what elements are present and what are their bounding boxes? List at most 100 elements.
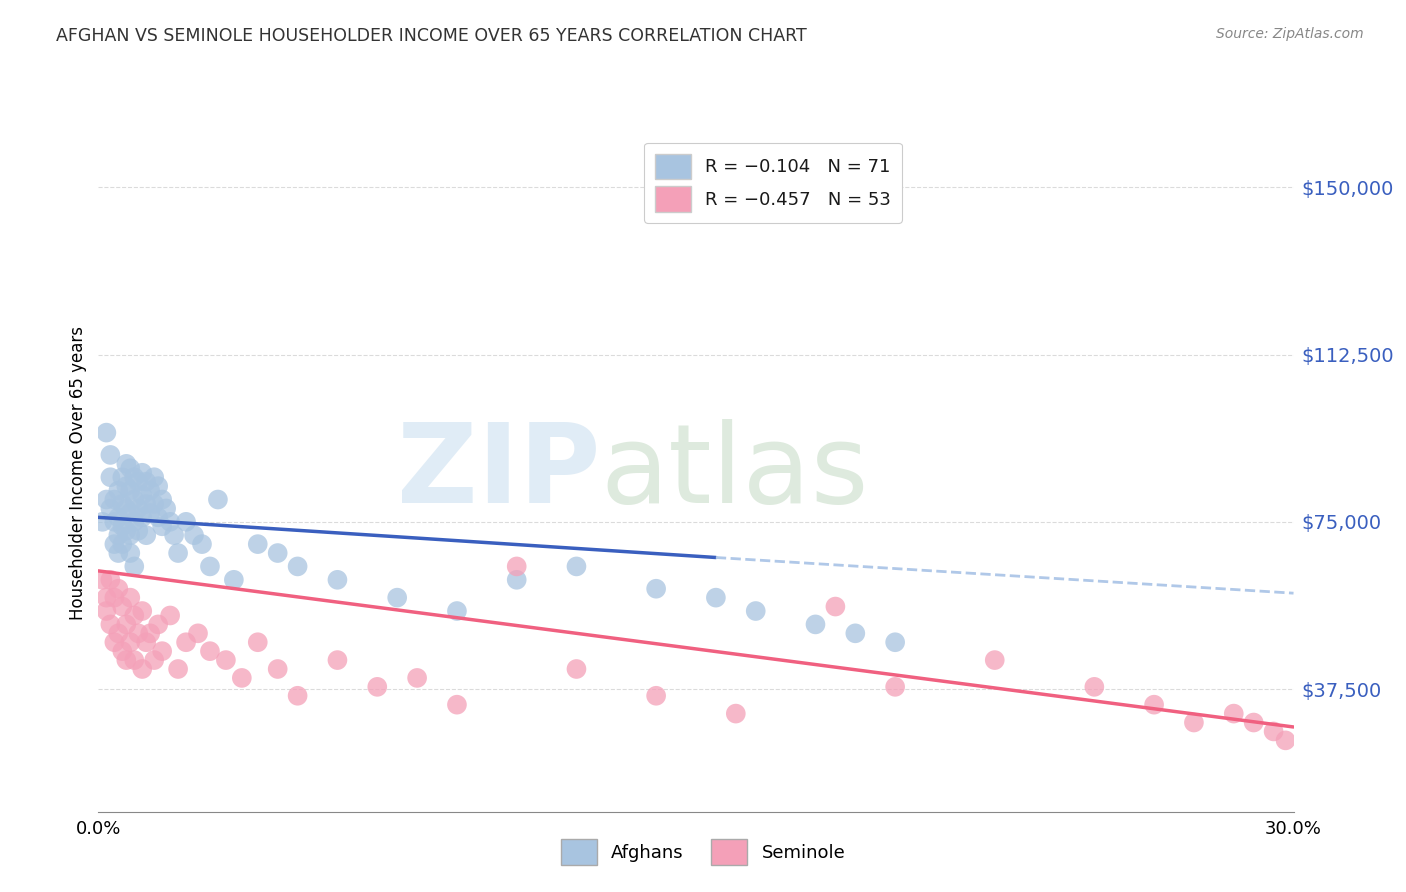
Point bbox=[163, 528, 186, 542]
Point bbox=[198, 644, 221, 658]
Point bbox=[148, 479, 170, 493]
Legend: Afghans, Seminole: Afghans, Seminole bbox=[551, 830, 855, 874]
Point bbox=[98, 501, 122, 516]
Point bbox=[884, 635, 907, 649]
Point bbox=[103, 635, 125, 649]
Point bbox=[143, 470, 166, 484]
Point bbox=[246, 537, 269, 551]
Point bbox=[159, 515, 181, 529]
Point bbox=[96, 492, 118, 507]
Point bbox=[103, 515, 125, 529]
Point bbox=[115, 457, 138, 471]
Point bbox=[150, 519, 173, 533]
Point bbox=[804, 617, 827, 632]
Point bbox=[267, 546, 290, 560]
Point bbox=[107, 626, 129, 640]
Point bbox=[326, 573, 349, 587]
Point bbox=[98, 617, 122, 632]
Point bbox=[645, 689, 668, 703]
Point bbox=[111, 644, 134, 658]
Point bbox=[824, 599, 846, 614]
Text: atlas: atlas bbox=[600, 419, 869, 526]
Point bbox=[111, 519, 134, 533]
Point bbox=[1263, 724, 1285, 739]
Point bbox=[103, 591, 125, 605]
Point bbox=[120, 591, 142, 605]
Point bbox=[124, 515, 146, 529]
Point bbox=[207, 492, 229, 507]
Point bbox=[1182, 715, 1205, 730]
Point bbox=[91, 515, 114, 529]
Point bbox=[135, 528, 157, 542]
Point bbox=[115, 524, 138, 538]
Point bbox=[127, 475, 149, 489]
Point bbox=[844, 626, 866, 640]
Point bbox=[107, 483, 129, 498]
Point bbox=[127, 501, 149, 516]
Point bbox=[198, 559, 221, 574]
Point bbox=[139, 506, 162, 520]
Point bbox=[135, 635, 157, 649]
Point bbox=[135, 475, 157, 489]
Point bbox=[98, 573, 122, 587]
Point bbox=[107, 510, 129, 524]
Point bbox=[406, 671, 429, 685]
Point bbox=[131, 662, 153, 676]
Point bbox=[143, 497, 166, 511]
Point bbox=[287, 689, 309, 703]
Point bbox=[174, 635, 197, 649]
Point bbox=[745, 604, 768, 618]
Point bbox=[124, 608, 146, 623]
Point bbox=[148, 617, 170, 632]
Point bbox=[565, 559, 588, 574]
Point bbox=[191, 537, 214, 551]
Point bbox=[131, 510, 153, 524]
Point bbox=[131, 488, 153, 502]
Point bbox=[124, 559, 146, 574]
Point bbox=[111, 470, 134, 484]
Point bbox=[446, 698, 468, 712]
Point bbox=[111, 599, 134, 614]
Point bbox=[115, 479, 138, 493]
Legend: R = −0.104   N = 71, R = −0.457   N = 53: R = −0.104 N = 71, R = −0.457 N = 53 bbox=[644, 143, 903, 223]
Text: Source: ZipAtlas.com: Source: ZipAtlas.com bbox=[1216, 27, 1364, 41]
Point bbox=[1143, 698, 1166, 712]
Point bbox=[246, 635, 269, 649]
Point bbox=[1083, 680, 1105, 694]
Point bbox=[724, 706, 747, 721]
Point bbox=[645, 582, 668, 596]
Point bbox=[167, 546, 190, 560]
Point bbox=[107, 528, 129, 542]
Point bbox=[148, 510, 170, 524]
Point bbox=[174, 515, 197, 529]
Point bbox=[983, 653, 1005, 667]
Point bbox=[124, 470, 146, 484]
Point bbox=[96, 604, 118, 618]
Point bbox=[115, 501, 138, 516]
Point bbox=[91, 573, 114, 587]
Point bbox=[506, 559, 529, 574]
Point bbox=[1222, 706, 1246, 721]
Point bbox=[120, 546, 142, 560]
Text: ZIP: ZIP bbox=[396, 419, 600, 526]
Point bbox=[120, 635, 142, 649]
Point bbox=[446, 604, 468, 618]
Point bbox=[326, 653, 349, 667]
Point bbox=[98, 448, 122, 462]
Point bbox=[98, 470, 122, 484]
Point bbox=[565, 662, 588, 676]
Point bbox=[96, 591, 118, 605]
Point bbox=[131, 466, 153, 480]
Point bbox=[120, 461, 142, 475]
Point bbox=[139, 626, 162, 640]
Point bbox=[1243, 715, 1265, 730]
Point bbox=[124, 492, 146, 507]
Point bbox=[115, 653, 138, 667]
Point bbox=[187, 626, 209, 640]
Point bbox=[183, 528, 205, 542]
Point bbox=[231, 671, 253, 685]
Point bbox=[120, 483, 142, 498]
Point bbox=[150, 644, 173, 658]
Point bbox=[222, 573, 245, 587]
Point bbox=[155, 501, 177, 516]
